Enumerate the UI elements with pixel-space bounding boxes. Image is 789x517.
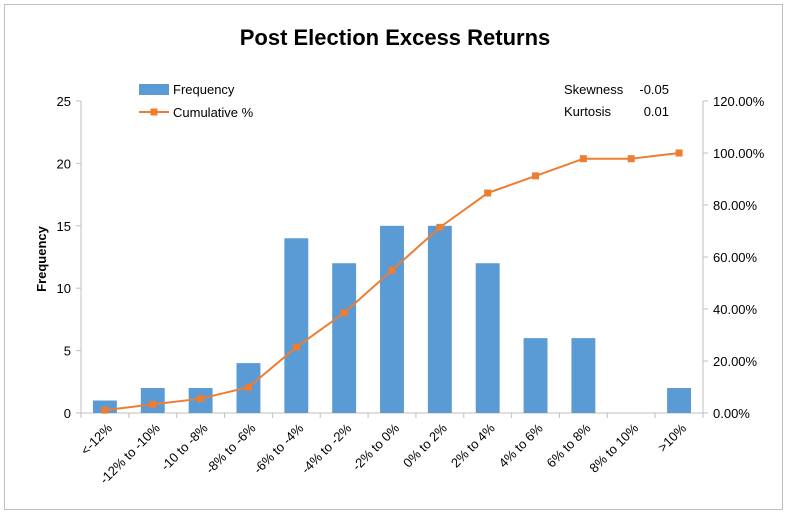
y2-tick-label: 120.00% bbox=[713, 94, 765, 109]
stats-annotations: Skewness -0.05 Kurtosis 0.01 bbox=[564, 82, 669, 119]
bar bbox=[667, 388, 692, 413]
chart: Post Election Excess Returns Frequency F… bbox=[34, 25, 765, 487]
cumulative-point bbox=[627, 155, 635, 163]
y2-tick-label: 0.00% bbox=[713, 406, 750, 421]
y-axis-label: Frequency bbox=[34, 225, 49, 292]
chart-title: Post Election Excess Returns bbox=[240, 25, 551, 50]
y2-tick-label: 20.00% bbox=[713, 354, 758, 369]
x-tick-label: >10% bbox=[655, 420, 690, 455]
bar bbox=[475, 263, 500, 413]
y-tick-label: 10 bbox=[57, 281, 71, 296]
cumulative-point bbox=[388, 266, 396, 274]
legend: Frequency Cumulative % bbox=[139, 82, 254, 120]
x-tick-label: 8% to 10% bbox=[586, 420, 641, 475]
y-tick-label: 0 bbox=[64, 406, 71, 421]
x-tick-label: -4% to -2% bbox=[298, 420, 354, 476]
kurtosis-label: Kurtosis bbox=[564, 104, 611, 119]
legend-swatch-frequency bbox=[139, 84, 169, 95]
cumulative-point bbox=[292, 343, 300, 351]
cumulative-point bbox=[244, 383, 252, 391]
cumulative-point bbox=[675, 149, 683, 157]
bar bbox=[427, 225, 452, 413]
bar bbox=[523, 338, 548, 413]
x-tick-label: <-12% bbox=[78, 420, 116, 458]
y-tick-label: 5 bbox=[64, 344, 71, 359]
y2-tick-label: 100.00% bbox=[713, 146, 765, 161]
cumulative-point bbox=[484, 189, 492, 197]
plot-area: 0 5 10 15 20 25 0.00% 20.00% 40.00% 60.00% 80.00% 1… bbox=[57, 94, 765, 487]
bar bbox=[332, 263, 357, 413]
x-tick-label: 0% to 2% bbox=[400, 420, 450, 470]
legend-marker-cumulative bbox=[150, 108, 158, 116]
x-tick-label: 4% to 6% bbox=[496, 420, 546, 470]
y-tick-label: 25 bbox=[57, 94, 71, 109]
y2-tick-label: 80.00% bbox=[713, 198, 758, 213]
x-tick-label: 2% to 4% bbox=[448, 420, 498, 470]
x-tick-label: 6% to 8% bbox=[544, 420, 594, 470]
skewness-value: -0.05 bbox=[639, 82, 669, 97]
x-tick-label: -2% to 0% bbox=[349, 420, 402, 473]
y-tick-label: 20 bbox=[57, 156, 71, 171]
bar bbox=[140, 388, 165, 413]
cumulative-point bbox=[149, 400, 157, 408]
y2-tick-label: 60.00% bbox=[713, 250, 758, 265]
chart-frame: Post Election Excess Returns Frequency F… bbox=[4, 4, 783, 510]
cumulative-point bbox=[340, 309, 348, 317]
cumulative-point bbox=[532, 172, 540, 180]
cumulative-point bbox=[579, 155, 587, 163]
legend-label-cumulative: Cumulative % bbox=[173, 105, 254, 120]
bar bbox=[571, 338, 596, 413]
y-tick-label: 15 bbox=[57, 219, 71, 234]
cumulative-point bbox=[101, 406, 109, 414]
legend-label-frequency: Frequency bbox=[173, 82, 235, 97]
y2-tick-label: 40.00% bbox=[713, 302, 758, 317]
bar bbox=[380, 225, 404, 413]
bar bbox=[284, 238, 309, 413]
x-tick-label: -8% to -6% bbox=[203, 420, 259, 476]
x-tick-label: -6% to -4% bbox=[250, 420, 306, 476]
kurtosis-value: 0.01 bbox=[644, 104, 669, 119]
cumulative-point bbox=[436, 223, 444, 231]
cumulative-point bbox=[197, 395, 205, 403]
skewness-label: Skewness bbox=[564, 82, 624, 97]
